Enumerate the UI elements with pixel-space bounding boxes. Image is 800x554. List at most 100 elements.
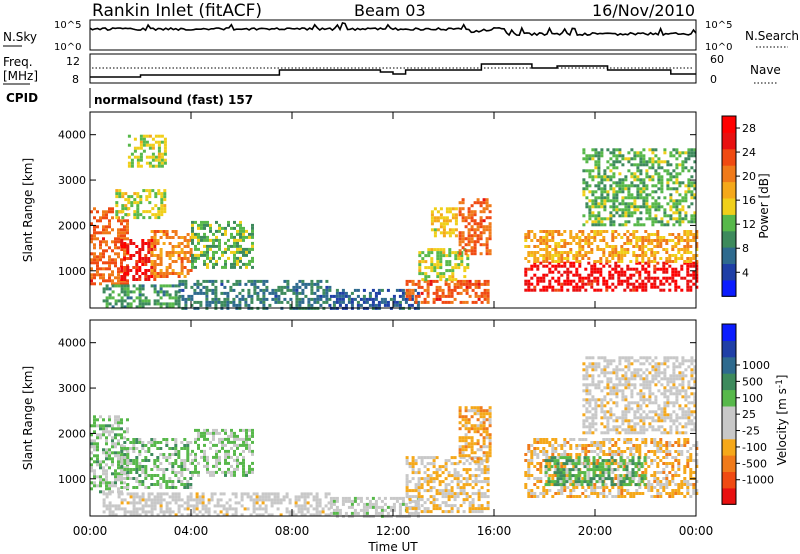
power-echo-cell	[147, 239, 151, 242]
power-echo-cell	[612, 214, 616, 218]
velocity-echo-cell	[111, 472, 114, 476]
power-echo-cell	[259, 288, 263, 292]
power-echo-cell	[277, 285, 281, 289]
power-echo-cell	[656, 276, 660, 280]
power-echo-cell	[218, 241, 221, 245]
power-echo-cell	[669, 193, 673, 197]
velocity-echo-cell	[303, 495, 307, 499]
power-echo-cell	[641, 264, 645, 268]
power-echo-cell	[609, 151, 613, 155]
power-echo-cell	[374, 291, 378, 295]
velocity-echo-cell	[632, 453, 636, 456]
velocity-echo-cell	[467, 409, 471, 413]
velocity-echo-cell	[114, 415, 117, 419]
power-echo-cell	[200, 253, 203, 257]
velocity-echo-cell	[632, 492, 636, 495]
freq-label-bottom: [MHz]	[3, 69, 38, 83]
power-echo-cell	[647, 273, 651, 277]
power-echo-cell	[557, 270, 561, 274]
power-echo-cell	[190, 297, 194, 301]
power-echo-cell	[338, 297, 342, 301]
velocity-echo-cell	[527, 489, 531, 492]
velocity-echo-cell	[96, 460, 99, 464]
power-echo-cell	[596, 288, 600, 292]
power-echo-cell	[548, 285, 552, 289]
power-echo-cell	[608, 273, 612, 277]
power-colorbar-segment	[722, 247, 736, 264]
velocity-echo-cell	[341, 499, 345, 503]
power-echo-cell	[665, 257, 669, 260]
velocity-echo-cell	[470, 436, 474, 440]
power-echo-cell	[593, 267, 597, 271]
power-echo-cell	[141, 272, 145, 275]
power-echo-cell	[662, 282, 666, 286]
velocity-echo-cell	[444, 492, 448, 496]
power-echo-cell	[262, 288, 266, 292]
power-echo-cell	[597, 166, 601, 170]
power-echo-cell	[117, 284, 121, 288]
power-echo-cell	[594, 220, 598, 224]
power-echo-cell	[214, 294, 218, 298]
velocity-echo-cell	[96, 424, 99, 428]
velocity-echo-cell	[126, 474, 130, 477]
velocity-echo-cell	[488, 406, 492, 410]
velocity-echo-cell	[656, 450, 660, 453]
power-echo-cell	[438, 285, 442, 289]
power-echo-cell	[108, 258, 111, 262]
velocity-echo-cell	[206, 431, 209, 435]
power-echo-cell	[584, 239, 588, 242]
velocity-echo-cell	[243, 492, 247, 496]
power-echo-cell	[488, 237, 492, 241]
velocity-echo-cell	[147, 486, 151, 489]
power-echo-cell	[645, 205, 649, 209]
power-echo-cell	[392, 297, 396, 301]
power-echo-cell	[168, 272, 172, 275]
velocity-echo-cell	[668, 453, 672, 456]
power-echo-cell	[344, 303, 348, 307]
power-echo-cell	[675, 190, 679, 194]
velocity-echo-cell	[156, 465, 160, 468]
power-echo-cell	[223, 291, 227, 295]
power-echo-cell	[395, 300, 399, 304]
power-echo-cell	[239, 220, 242, 224]
power-echo-cell	[462, 288, 466, 292]
velocity-echo-cell	[108, 492, 112, 496]
velocity-echo-cell	[159, 510, 163, 514]
power-echo-cell	[612, 160, 616, 164]
velocity-echo-cell	[215, 464, 218, 468]
power-echo-cell	[126, 296, 130, 300]
power-echo-cell	[347, 300, 351, 304]
velocity-echo-cell	[575, 444, 579, 447]
power-echo-cell	[159, 257, 163, 260]
power-echo-cell	[614, 248, 618, 251]
power-echo-cell	[624, 205, 628, 209]
power-echo-cell	[458, 201, 462, 205]
velocity-echo-cell	[483, 471, 487, 475]
power-echo-cell	[470, 216, 474, 220]
velocity-echo-cell	[126, 456, 130, 459]
power-echo-cell	[545, 257, 549, 260]
power-echo-cell	[129, 296, 133, 300]
power-echo-cell	[473, 246, 477, 250]
velocity-echo-cell	[656, 447, 660, 450]
velocity-echo-cell	[536, 495, 540, 498]
velocity-echo-cell	[644, 438, 648, 441]
velocity-echo-cell	[656, 492, 660, 495]
velocity-echo-cell	[450, 495, 454, 499]
power-echo-cell	[233, 226, 236, 230]
power-echo-cell	[524, 273, 528, 277]
power-echo-cell	[218, 247, 221, 251]
power-echo-cell	[405, 291, 409, 295]
power-echo-cell	[301, 279, 305, 283]
velocity-echo-cell	[120, 447, 124, 450]
velocity-echo-cell	[435, 471, 439, 475]
power-echo-cell	[650, 248, 654, 251]
velocity-echo-cell	[608, 462, 612, 465]
velocity-echo-cell	[477, 498, 481, 502]
power-colorbar-segment	[722, 263, 736, 281]
velocity-echo-cell	[473, 430, 477, 434]
power-echo-cell	[423, 300, 427, 304]
velocity-echo-cell	[117, 487, 120, 491]
power-echo-cell	[665, 261, 669, 265]
power-echo-cell	[117, 240, 120, 244]
